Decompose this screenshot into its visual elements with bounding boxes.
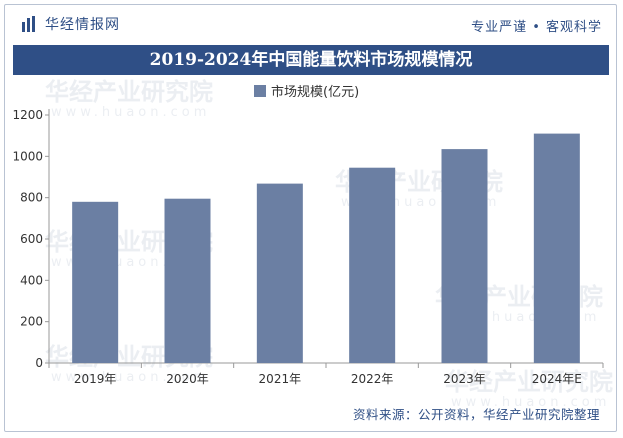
slogan: 专业严谨 • 客观科学 [471, 20, 602, 35]
x-tick-label: 2020年 [166, 372, 209, 386]
bar-2024年E [533, 133, 580, 363]
chart-frame: 华经情报网 专业严谨 • 客观科学 2019-2024年中国能量饮料市场规模情况… [4, 4, 617, 432]
y-tick-label: 0 [35, 356, 43, 370]
bar-2019年 [72, 201, 119, 363]
source-note: 资料来源：公开资料，华经产业研究院整理 [352, 407, 600, 422]
x-tick-label: 2019年 [74, 372, 117, 386]
x-tick-label: 2024年E [532, 372, 582, 386]
bar-2022年 [349, 167, 396, 363]
bar-2021年 [256, 183, 303, 363]
y-tick-label: 600 [20, 232, 43, 246]
brand-logo-icon [22, 16, 35, 32]
chart-title: 2019-2024年中国能量饮料市场规模情况 [149, 50, 473, 70]
watermark-text: 华经产业研究院 [445, 368, 613, 396]
watermark-url: www.huaon.com [51, 370, 210, 385]
x-tick-label: 2022年 [351, 372, 394, 386]
top-bar: 华经情报网 专业严谨 • 客观科学 [5, 5, 616, 41]
y-tick-label: 800 [20, 191, 43, 205]
bar-2023年 [441, 149, 488, 363]
y-tick-label: 1200 [12, 108, 43, 122]
bar-2020年 [164, 198, 211, 363]
y-tick-label: 400 [20, 273, 43, 287]
watermark-url: www.huaon.com [451, 395, 610, 410]
chart-title-bar: 2019-2024年中国能量饮料市场规模情况 [13, 45, 609, 75]
legend-swatch [254, 85, 266, 97]
brand-name: 华经情报网 [45, 17, 120, 33]
x-tick-label: 2021年 [259, 372, 302, 386]
watermark-url: www.huaon.com [51, 105, 210, 120]
y-tick-label: 200 [20, 315, 43, 329]
legend-label: 市场规模(亿元) [271, 84, 359, 100]
watermark-text: 华经产业研究院 [45, 78, 213, 106]
x-tick-label: 2023年 [443, 372, 486, 386]
y-tick-label: 1000 [12, 149, 43, 163]
brand: 华经情报网 [21, 15, 120, 33]
bar-chart: 华经产业研究院www.huaon.com华经产业研究院www.huaon.com… [12, 78, 613, 410]
